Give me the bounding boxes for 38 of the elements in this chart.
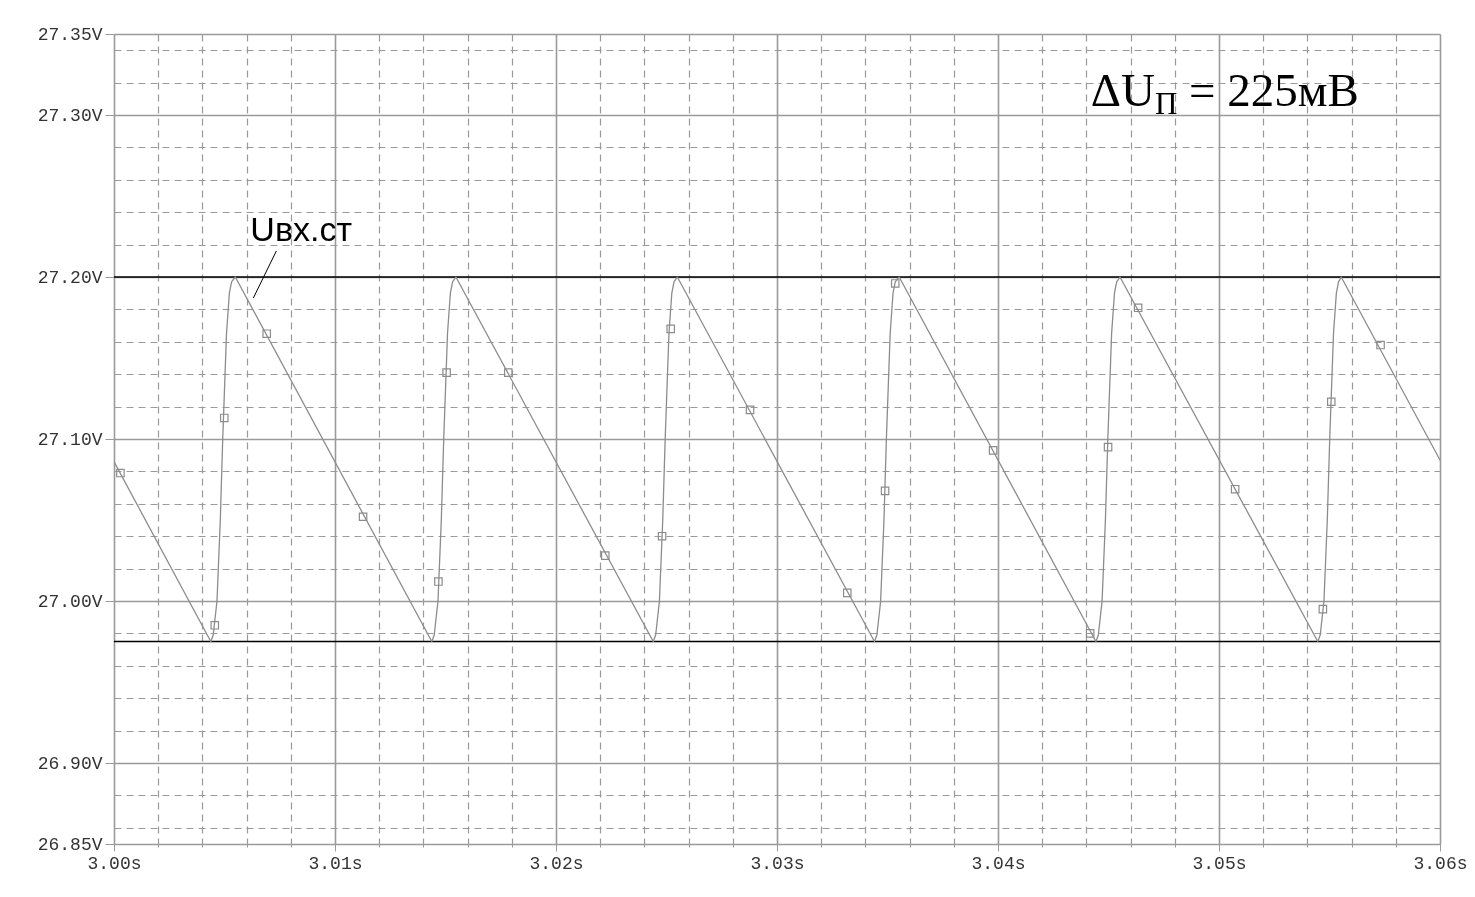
- x-tick-label: 3.04s: [971, 853, 1026, 874]
- point: [1133, 303, 1143, 313]
- point: [1103, 442, 1113, 452]
- point: [1085, 629, 1095, 638]
- point: [657, 531, 667, 541]
- point: [1230, 484, 1240, 494]
- series-label: Uвх.ст: [250, 210, 352, 248]
- point: [666, 324, 676, 334]
- x-tick-label: 3.05s: [1192, 853, 1247, 874]
- y-tick-label: 27.30V: [37, 105, 103, 126]
- point: [890, 279, 900, 288]
- point: [1326, 397, 1336, 407]
- point: [434, 577, 443, 586]
- point: [116, 468, 125, 478]
- point: [600, 551, 610, 560]
- point: [745, 405, 755, 415]
- point: [842, 588, 852, 598]
- point: [210, 620, 220, 630]
- point: [880, 486, 890, 496]
- point: [219, 413, 229, 423]
- x-tick-label: 3.01s: [308, 853, 363, 874]
- x-tick-label: 3.00s: [87, 853, 142, 874]
- point: [988, 446, 998, 455]
- point: [442, 368, 451, 377]
- y-tick-label: 27.20V: [37, 267, 103, 288]
- y-tick-label: 27.35V: [37, 24, 103, 45]
- y-tick-label: 26.85V: [37, 834, 103, 855]
- x-tick-label: 3.06s: [1413, 853, 1468, 874]
- point: [262, 329, 272, 339]
- point: [1376, 340, 1385, 350]
- x-tick-label: 3.02s: [529, 853, 584, 874]
- point: [1318, 604, 1328, 614]
- y-tick-label: 26.90V: [37, 753, 103, 774]
- point: [503, 368, 513, 377]
- y-tick-label: 27.10V: [37, 429, 103, 450]
- x-tick-label: 3.03s: [750, 853, 805, 874]
- point: [358, 512, 368, 522]
- y-tick-label: 27.00V: [37, 591, 103, 612]
